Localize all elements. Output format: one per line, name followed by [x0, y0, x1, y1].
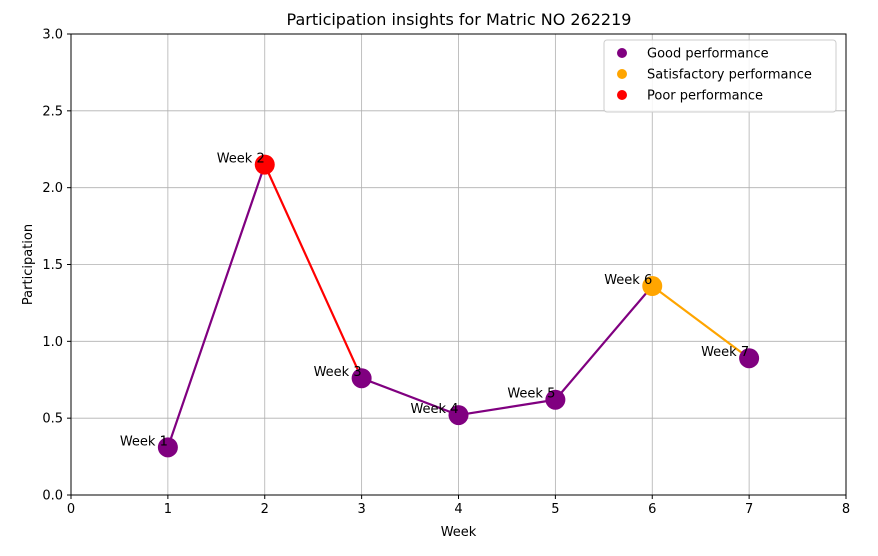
point-label: Week 3 — [314, 365, 362, 380]
x-tick-label: 1 — [164, 502, 172, 517]
legend-label: Satisfactory performance — [647, 68, 812, 83]
legend-label: Good performance — [647, 47, 769, 62]
y-tick-label: 3.0 — [42, 28, 63, 43]
x-tick-label: 2 — [261, 502, 269, 517]
line-segment — [360, 377, 460, 417]
line-segment — [651, 284, 751, 360]
y-tick-label: 1.0 — [42, 335, 63, 350]
point-label: Week 2 — [217, 152, 265, 167]
line-segment — [554, 284, 654, 401]
line-segments — [166, 163, 751, 449]
y-tick-label: 2.0 — [42, 181, 63, 196]
x-tick-label: 6 — [648, 502, 656, 517]
legend-marker — [617, 69, 627, 79]
legend-box — [603, 39, 837, 113]
data-point — [642, 276, 663, 297]
legend-label: Poor performance — [647, 89, 763, 104]
x-tick-label: 5 — [551, 502, 559, 517]
data-point — [351, 368, 372, 389]
axis-ticks: 0 1 2 3 4 5 6 7 8 0.0 0.5 1.0 1.5 2.0 2.5 3.0 — [42, 28, 850, 518]
x-tick-label: 0 — [67, 502, 75, 517]
legend-marker — [617, 48, 627, 58]
y-tick-label: 0.5 — [42, 412, 63, 427]
x-tick-label: 8 — [842, 502, 850, 517]
chart-title: Participation insights for Matric NO 262… — [287, 10, 632, 29]
data-point — [739, 348, 760, 369]
line-segment — [263, 163, 363, 380]
point-label: Week 1 — [120, 434, 168, 449]
point-label: Week 6 — [604, 273, 652, 288]
data-point — [254, 154, 275, 175]
data-point — [157, 437, 178, 458]
y-axis-title: Participation — [21, 224, 36, 305]
data-point — [545, 389, 566, 410]
point-label: Week 7 — [701, 345, 749, 360]
line-segment — [166, 163, 266, 449]
legend: Good performance Satisfactory performance… — [603, 39, 837, 113]
data-points — [157, 154, 760, 458]
x-tick-label: 4 — [454, 502, 462, 517]
x-axis-title: Week — [441, 525, 477, 540]
point-label: Week 5 — [507, 387, 555, 402]
y-tick-label: 0.0 — [42, 489, 63, 504]
data-point — [448, 405, 469, 426]
x-tick-label: 3 — [357, 502, 365, 517]
y-tick-label: 1.5 — [42, 258, 63, 273]
point-labels: Week 1 Week 2 Week 3 Week 4 Week 5 Week 6 Week… — [120, 152, 749, 450]
point-label: Week 4 — [410, 402, 458, 417]
legend-marker — [617, 90, 627, 100]
y-tick-label: 2.5 — [42, 104, 63, 119]
line-segment — [457, 398, 557, 417]
x-tick-label: 7 — [745, 502, 753, 517]
